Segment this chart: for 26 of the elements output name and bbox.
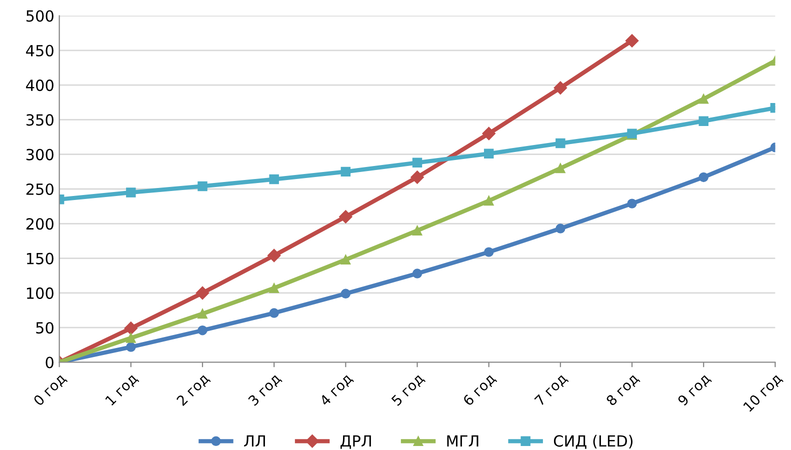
- y-tick-label: 400: [26, 80, 54, 92]
- x-tick-label: 6 год: [462, 372, 498, 408]
- x-tick-label: 1 год: [104, 372, 140, 408]
- legend-label: ДРЛ: [340, 435, 371, 449]
- y-tick-label: 150: [26, 252, 54, 264]
- legend-label: МГЛ: [447, 435, 478, 447]
- y-tick-label: 500: [26, 10, 54, 22]
- y-tick-label: 100: [26, 287, 54, 299]
- y-tick-label: 50: [36, 322, 54, 334]
- x-tick-label: 2 год: [176, 372, 211, 408]
- y-tick-label: 300: [26, 148, 54, 160]
- legend-label: ЛЛ: [244, 435, 265, 447]
- x-tick-label: 0 год: [32, 372, 68, 408]
- x-tick-label: 4 год: [319, 372, 354, 408]
- y-tick-label: 450: [26, 44, 54, 56]
- x-tick-label: 7 год: [534, 372, 569, 408]
- y-tick-label: 0: [46, 356, 54, 368]
- x-tick-label: 10 год: [742, 372, 784, 414]
- x-tick-label: 9 год: [677, 372, 712, 408]
- y-tick-label: 350: [26, 114, 54, 126]
- x-tick-label: 3 год: [248, 372, 282, 408]
- x-tick-label: 8 год: [606, 372, 640, 408]
- y-tick-label: 250: [26, 183, 54, 196]
- legend-label: СИД (LED): [554, 434, 632, 449]
- y-tick-label: 200: [26, 218, 54, 230]
- x-tick-label: 5 год: [390, 372, 426, 408]
